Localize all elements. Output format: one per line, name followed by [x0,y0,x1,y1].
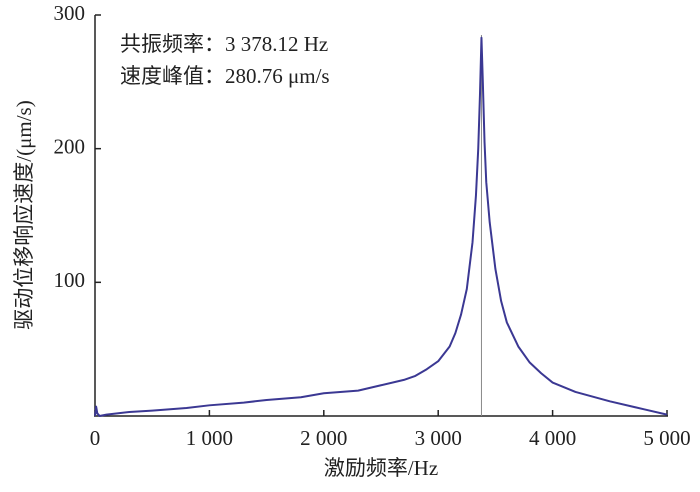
x-tick-label: 4 000 [529,426,576,450]
x-tick-label: 1 000 [186,426,233,450]
annotation: 共振频率：3 378.12 Hz [120,32,328,56]
x-tick-label: 5 000 [643,426,690,450]
x-tick-label: 3 000 [415,426,462,450]
x-axis-label: 激励频率/Hz [324,456,438,480]
data-line [94,36,668,417]
x-tick-label: 0 [90,426,101,450]
y-axis-label: 驱动位移响应速度/(μm/s) [12,100,36,329]
y-tick-label: 200 [54,134,86,158]
y-tick-label: 300 [54,1,86,25]
annotation: 速度峰值：280.76 μm/s [120,64,330,88]
y-tick-label: 100 [54,268,86,292]
x-tick-label: 2 000 [300,426,347,450]
